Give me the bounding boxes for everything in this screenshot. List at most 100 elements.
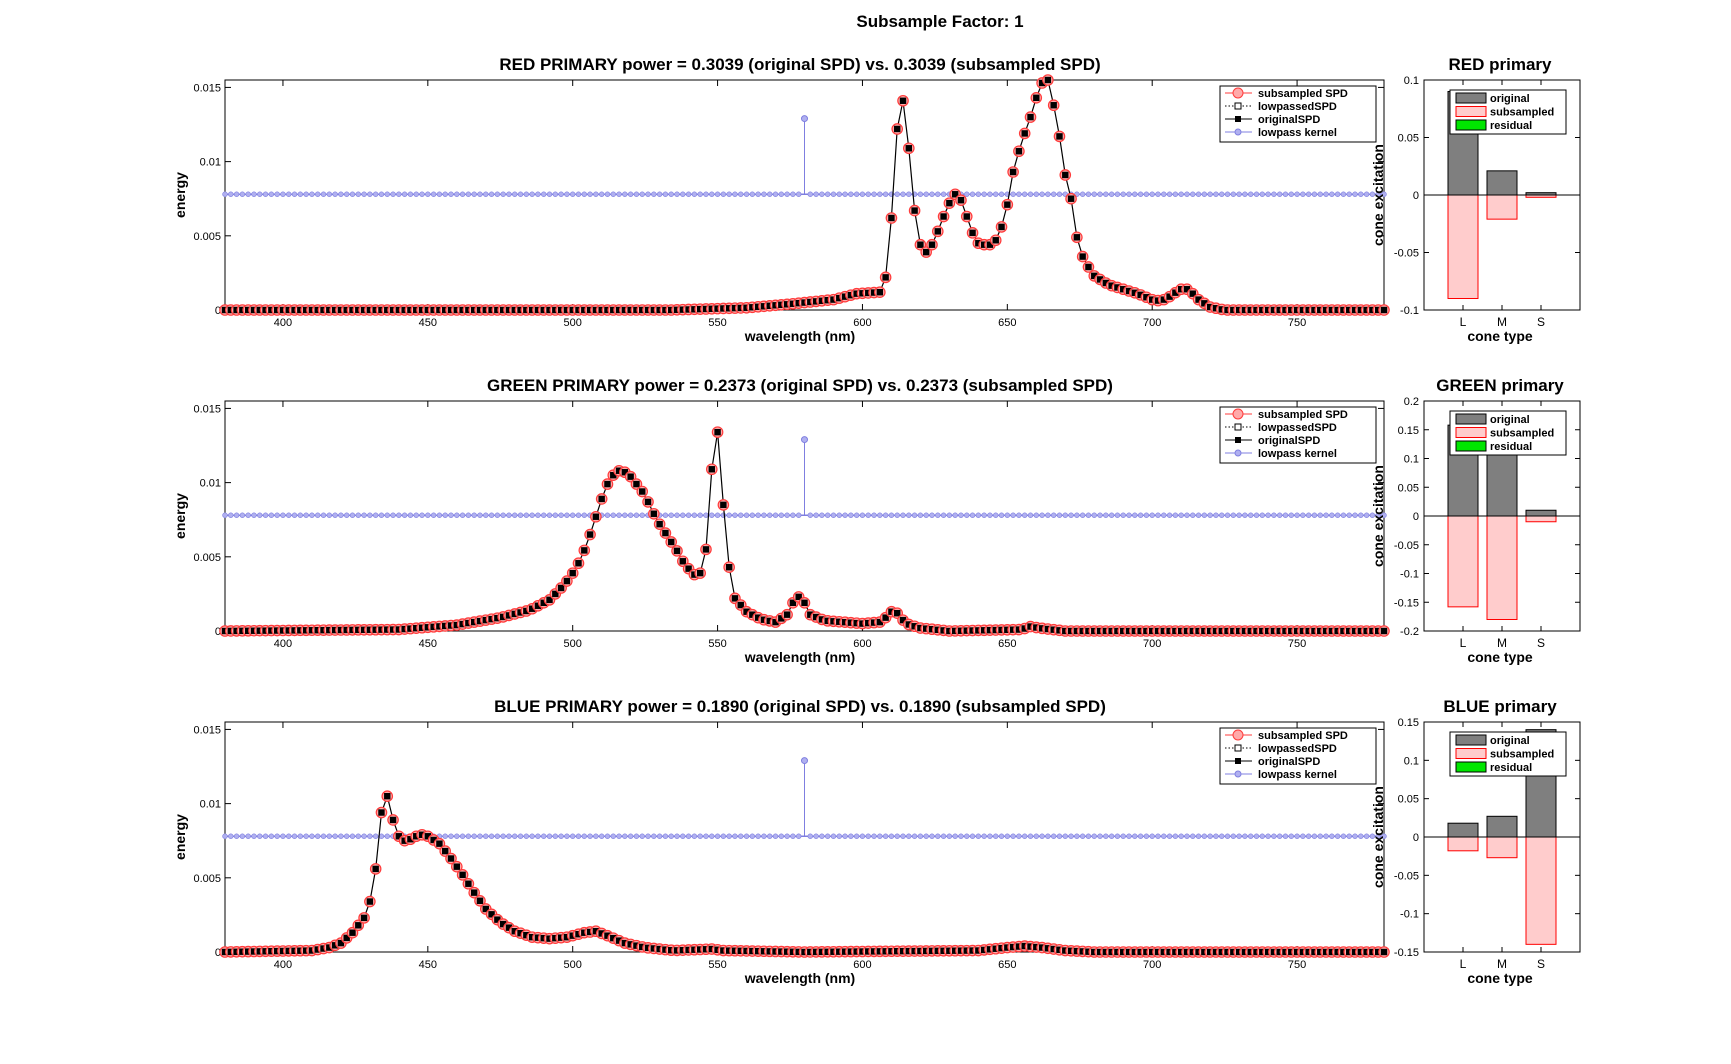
y-tick-label: 0.1 <box>1404 755 1419 767</box>
original-spd-marker <box>812 613 820 621</box>
kernel-marker <box>1056 512 1063 518</box>
kernel-marker <box>981 512 987 518</box>
legend-label: subsampled <box>1490 107 1554 119</box>
original-spd-marker <box>1195 296 1202 303</box>
kernel-marker <box>987 191 993 197</box>
kernel-marker <box>1108 512 1115 518</box>
kernel-marker <box>529 191 535 197</box>
original-spd-marker <box>696 569 704 577</box>
y-tick-label: 0 <box>1413 832 1419 844</box>
original-spd-marker <box>511 928 518 935</box>
kernel-marker <box>1091 512 1097 518</box>
original-spd-marker <box>1009 168 1017 176</box>
x-tick-label: 500 <box>564 959 582 971</box>
original-spd-marker <box>552 590 559 598</box>
kernel-marker <box>477 191 483 197</box>
kernel-marker <box>633 191 640 197</box>
original-spd-marker <box>980 946 988 954</box>
legend-box <box>1219 727 1377 785</box>
kernel-marker <box>674 512 680 518</box>
bar-subsampled <box>1486 515 1518 620</box>
kernel-marker <box>471 191 477 197</box>
x-tick-label: 650 <box>998 317 1016 329</box>
kernel-marker <box>1068 512 1074 518</box>
kernel-marker <box>587 191 593 197</box>
original-spd-marker <box>1160 296 1167 303</box>
original-spd-marker <box>807 298 814 306</box>
original-spd-marker <box>343 934 350 942</box>
original-spd-marker <box>476 897 484 905</box>
original-spd-marker <box>621 939 629 947</box>
original-spd-marker <box>917 624 924 632</box>
kernel-marker <box>703 833 709 839</box>
original-spd-marker <box>749 304 756 311</box>
kernel-marker <box>1230 833 1237 839</box>
kernel-marker <box>523 512 530 518</box>
kernel-marker <box>1358 833 1364 839</box>
original-spd-marker <box>436 623 443 630</box>
kernel-marker <box>251 512 257 518</box>
kernel-marker <box>262 833 269 839</box>
kernel-marker <box>761 512 767 518</box>
kernel-marker <box>1288 191 1294 197</box>
kernel-marker <box>842 512 848 518</box>
kernel-marker <box>830 191 837 197</box>
kernel-marker <box>1132 833 1138 839</box>
original-spd-marker <box>656 520 663 528</box>
kernel-marker <box>1288 833 1294 839</box>
kernel-marker <box>413 512 419 518</box>
original-spd-marker <box>604 932 611 939</box>
kernel-marker <box>703 512 709 518</box>
kernel-marker <box>338 191 344 197</box>
kernel-marker <box>1375 512 1381 518</box>
kernel-marker <box>616 191 622 197</box>
original-spd-marker <box>563 933 571 941</box>
kernel-marker <box>656 191 663 197</box>
kernel-marker <box>494 512 501 518</box>
green-cone-title: GREEN primary <box>1436 376 1564 395</box>
legend-label: original <box>1490 93 1530 105</box>
original-spd-marker <box>528 605 536 612</box>
original-spd-marker <box>499 613 507 621</box>
x-tick-label: M <box>1497 636 1507 650</box>
green-cone-chart: GREEN primary cone excitation cone type … <box>1370 376 1581 665</box>
original-spd-marker <box>1079 253 1086 260</box>
original-spd-marker <box>905 145 913 152</box>
blue-spd-ylabel: energy <box>172 814 188 860</box>
original-spd-marker <box>789 300 797 307</box>
kernel-marker <box>1381 833 1387 839</box>
kernel-marker <box>1143 833 1150 839</box>
original-spd-marker <box>360 914 368 922</box>
kernel-marker <box>1085 191 1092 197</box>
kernel-marker <box>564 833 570 839</box>
original-spd-marker <box>494 916 501 923</box>
kernel-marker <box>1004 512 1011 518</box>
original-spd-marker <box>331 942 339 949</box>
kernel-marker <box>343 191 350 197</box>
kernel-marker <box>778 833 785 839</box>
original-spd-marker <box>540 934 547 942</box>
kernel-marker <box>824 833 831 839</box>
kernel-marker <box>761 833 767 839</box>
kernel-marker <box>726 833 732 839</box>
original-spd-marker <box>760 616 768 623</box>
original-spd-marker <box>308 947 316 954</box>
original-spd-marker <box>488 911 495 918</box>
kernel-marker <box>262 191 269 197</box>
original-spd-marker <box>592 513 600 520</box>
kernel-marker <box>639 833 645 839</box>
y-tick-label: 0 <box>215 305 221 317</box>
y-tick-label: 0.15 <box>1398 425 1419 437</box>
kernel-marker <box>1271 191 1277 197</box>
x-tick-label: 700 <box>1143 317 1161 329</box>
original-spd-marker <box>505 612 513 619</box>
kernel-marker <box>1033 512 1040 518</box>
kernel-marker <box>1340 833 1347 839</box>
kernel-marker <box>459 833 466 839</box>
kernel-marker <box>1178 833 1184 839</box>
original-spd-marker <box>1143 294 1150 301</box>
kernel-marker <box>268 512 275 518</box>
kernel-marker <box>378 191 385 197</box>
kernel-marker <box>610 833 616 839</box>
kernel-marker <box>465 512 472 518</box>
